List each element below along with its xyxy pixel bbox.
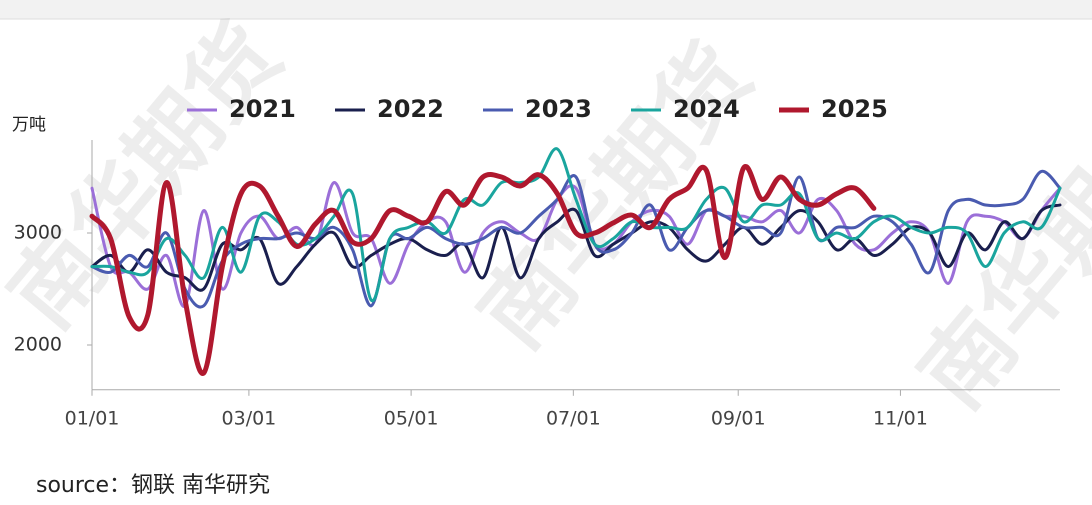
watermarks: 南华期货 南华期货 南华期货 [0,5,1092,428]
top-bar [0,0,1092,19]
y-tick-label: 3000 [14,222,62,244]
series-line [89,164,877,376]
legend-label: 2023 [525,95,592,123]
x-tick-label: 01/01 [65,407,120,429]
x-tick-label: 03/01 [222,407,277,429]
watermark: 南华期货 [900,85,1092,428]
series-line [90,181,1062,308]
x-tick-label: 05/01 [384,407,439,429]
legend-label: 2021 [229,95,296,123]
legend-label: 2025 [821,95,888,123]
x-tick-label: 11/01 [873,407,928,429]
legend-label: 2022 [377,95,444,123]
y-axis-label: 万吨 [12,115,46,135]
source-note: source：钢联 南华研究 [36,473,270,498]
legend-label: 2024 [673,95,740,123]
series-line [90,169,1062,309]
x-tick-label: 09/01 [711,407,766,429]
x-tick-label: 07/01 [546,407,601,429]
watermark: 南华期货 [460,25,772,368]
series-line [90,147,1062,302]
y-tick-label: 2000 [14,334,62,356]
